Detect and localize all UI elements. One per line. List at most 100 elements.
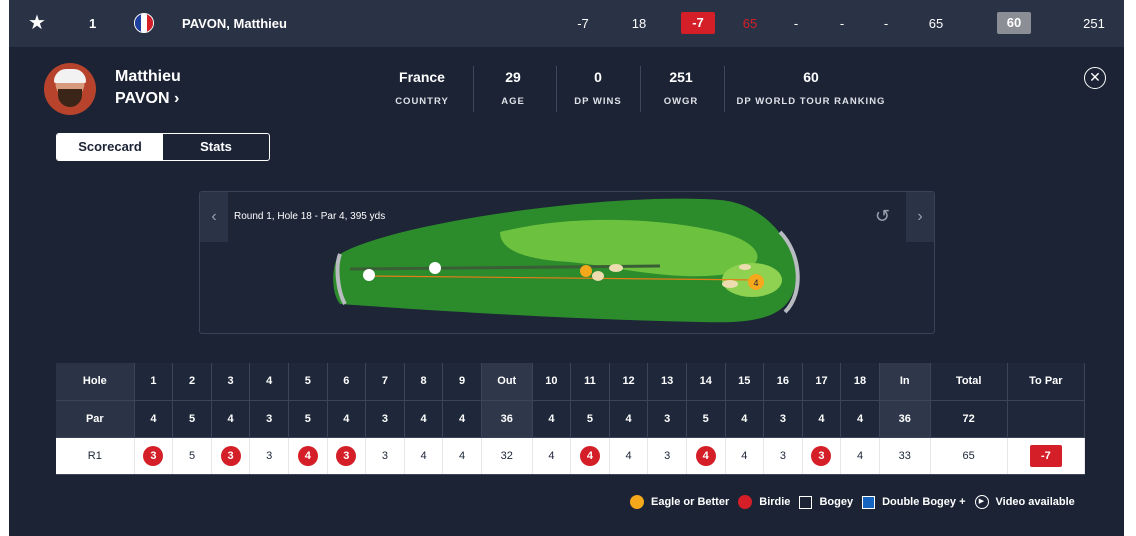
par-cell: 36: [879, 400, 931, 438]
total-score: 65: [928, 16, 944, 31]
close-icon[interactable]: ✕: [1084, 67, 1106, 89]
hole-cell: To Par: [1007, 363, 1086, 401]
player-name[interactable]: PAVON, Matthieu: [182, 16, 287, 31]
birdie-score: 3: [143, 445, 164, 466]
score-cell[interactable]: 4: [609, 437, 649, 475]
score-cell[interactable]: -7: [1007, 437, 1086, 475]
stat-ranking-label: DP WORLD TOUR RANKING: [736, 96, 886, 107]
stat-country: France COUNTRY: [389, 66, 455, 107]
score-value: 4: [548, 449, 555, 462]
score-cell[interactable]: 3: [365, 437, 405, 475]
tab-stats[interactable]: Stats: [200, 139, 232, 154]
previous-hole-button[interactable]: ‹: [200, 192, 228, 242]
hole-row: Hole 1 2 3 4 5 6 7 8 9 Out 10 11 12 13 14 15 16 17 18 In Tot…: [56, 363, 1086, 401]
par-cell: 3: [365, 400, 405, 438]
par-header: Par: [56, 400, 135, 438]
score-cell[interactable]: 3: [134, 437, 174, 475]
score-cell[interactable]: 4: [532, 437, 572, 475]
player-avatar: [44, 63, 96, 115]
score-cell[interactable]: 3: [327, 437, 367, 475]
par-cell: 3: [647, 400, 687, 438]
round-label: R1: [56, 437, 135, 475]
score-value: 65: [962, 449, 975, 462]
hole-cell: 16: [763, 363, 803, 401]
par-cell: 5: [686, 400, 726, 438]
score-cell[interactable]: 32: [481, 437, 533, 475]
position: 1: [89, 16, 97, 31]
score-cell[interactable]: 4: [686, 437, 726, 475]
stat-age: 29 AGE: [487, 66, 539, 107]
stat-age-label: AGE: [501, 96, 525, 107]
round-1-score: 65: [742, 16, 758, 31]
score-value: 32: [500, 449, 513, 462]
player-profile-link[interactable]: PAVON ›: [115, 90, 179, 108]
score-cell[interactable]: 4: [442, 437, 482, 475]
score-cell[interactable]: 3: [647, 437, 687, 475]
france-flag-icon: [134, 13, 154, 33]
to-par: -7: [577, 16, 589, 31]
birdie-score: 3: [811, 445, 832, 466]
hole-illustration: 4: [333, 198, 800, 323]
score-cell[interactable]: 4: [840, 437, 880, 475]
hole-cell: 4: [249, 363, 289, 401]
favorite-star-icon[interactable]: ★: [28, 12, 46, 34]
stat-age-value: 29: [505, 69, 521, 85]
score-cell[interactable]: 33: [879, 437, 931, 475]
legend-bogey: Bogey: [799, 495, 854, 509]
score-cell[interactable]: 4: [404, 437, 444, 475]
legend-video-label: Video available: [995, 496, 1075, 508]
legend-eagle-label: Eagle or Better: [651, 496, 730, 508]
hole-cell: 11: [570, 363, 610, 401]
score-cell[interactable]: 3: [802, 437, 842, 475]
stat-ranking: 60 DP WORLD TOUR RANKING: [736, 66, 886, 107]
tab-scorecard[interactable]: Scorecard: [57, 134, 163, 160]
bogey-square-icon: [799, 495, 813, 509]
score-cell[interactable]: 3: [763, 437, 803, 475]
next-hole-button[interactable]: ›: [906, 192, 934, 242]
player-last-name: PAVON: [115, 90, 170, 107]
par-cell: 5: [570, 400, 610, 438]
hole-cell: 10: [532, 363, 572, 401]
score-value: 3: [381, 449, 388, 462]
score-cell[interactable]: 4: [725, 437, 765, 475]
par-cell: [1007, 400, 1086, 438]
score-cell[interactable]: 65: [930, 437, 1008, 475]
hole-cell: 17: [802, 363, 842, 401]
today-badge: -7: [681, 12, 715, 34]
par-row: Par 4 5 4 3 5 4 3 4 4 36 4 5 4 3 5 4 3 4 4 36 72: [56, 400, 1086, 438]
par-cell: 36: [481, 400, 533, 438]
score-value: 4: [741, 449, 748, 462]
to-par-badge: -7: [1029, 444, 1062, 467]
legend-bogey-label: Bogey: [819, 496, 854, 508]
stat-country-label: COUNTRY: [395, 96, 449, 107]
replay-icon[interactable]: ↺: [874, 206, 890, 226]
par-cell: 4: [609, 400, 649, 438]
stat-dp-wins: 0 DP WINS: [567, 66, 629, 107]
legend-birdie-label: Birdie: [759, 496, 791, 508]
double-bogey-square-icon: [862, 495, 876, 509]
score-value: 3: [779, 449, 786, 462]
score-cell[interactable]: 4: [288, 437, 328, 475]
rank-badge: 60: [997, 12, 1031, 34]
round-4-score: -: [883, 16, 889, 31]
hole-cell: 13: [647, 363, 687, 401]
score-cell[interactable]: 4: [570, 437, 610, 475]
chevron-right-icon: ›: [173, 90, 180, 107]
stat-ranking-value: 60: [803, 69, 819, 85]
score-cell[interactable]: 5: [172, 437, 212, 475]
score-cell[interactable]: 3: [249, 437, 289, 475]
hole-cell: 1: [134, 363, 174, 401]
score-cell[interactable]: 3: [211, 437, 251, 475]
hole-cell: 18: [840, 363, 880, 401]
par-cell: 72: [930, 400, 1008, 438]
stat-country-value: France: [399, 69, 445, 85]
stat-dp-wins-value: 0: [594, 69, 602, 85]
leaderboard-row[interactable]: ★ 1 PAVON, Matthieu -7 18 -7 65 - - - 65…: [9, 0, 1124, 47]
legend-video: ▶ Video available: [974, 495, 1075, 509]
hole-cell: 14: [686, 363, 726, 401]
par-cell: 3: [763, 400, 803, 438]
birdie-score: 4: [695, 445, 716, 466]
score-value: 4: [459, 449, 466, 462]
hole-cell: 6: [327, 363, 367, 401]
score-value: 33: [898, 449, 911, 462]
